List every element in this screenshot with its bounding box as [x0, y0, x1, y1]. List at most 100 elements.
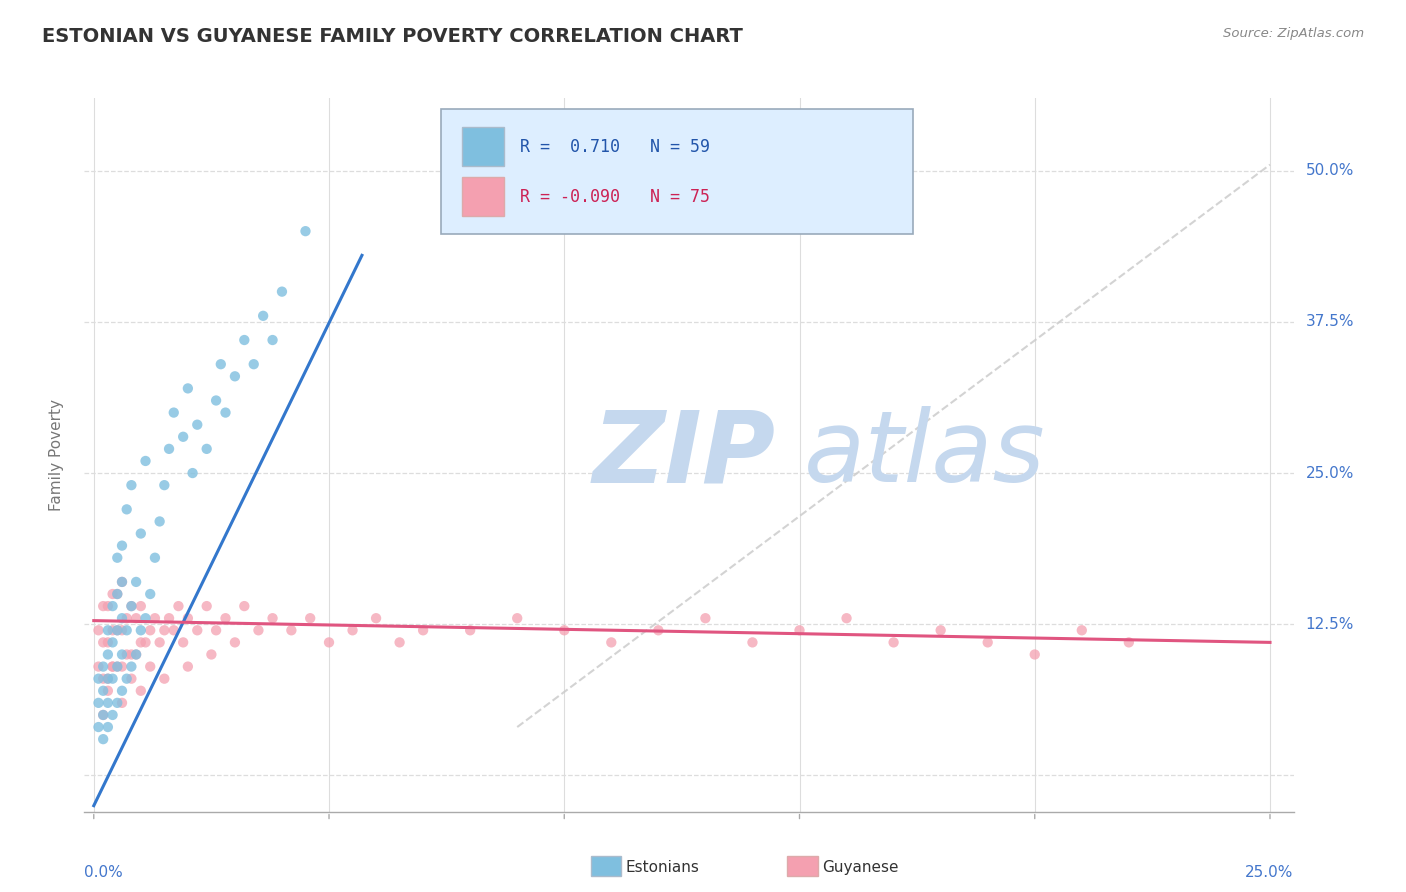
Point: [120, 648, 142, 662]
Point: [195, 599, 218, 613]
Point: [87, 672, 110, 686]
Point: [294, 224, 316, 238]
Point: [177, 611, 200, 625]
Point: [111, 624, 134, 638]
Point: [105, 587, 128, 601]
Point: [101, 708, 124, 723]
Point: [224, 635, 246, 649]
Point: [101, 659, 124, 673]
Point: [101, 672, 124, 686]
Point: [125, 648, 148, 662]
Point: [105, 550, 128, 565]
Point: [214, 611, 236, 625]
Point: [125, 574, 148, 589]
Point: [139, 659, 162, 673]
Point: [143, 550, 166, 565]
Point: [262, 333, 284, 347]
Point: [97, 648, 120, 662]
Point: [412, 624, 434, 638]
Point: [186, 624, 208, 638]
Point: [115, 611, 138, 625]
Point: [111, 539, 134, 553]
Point: [143, 611, 166, 625]
Point: [209, 357, 232, 371]
Point: [789, 624, 811, 638]
Point: [1024, 648, 1046, 662]
Point: [101, 599, 124, 613]
Point: [115, 624, 138, 638]
Point: [115, 672, 138, 686]
Point: [105, 624, 128, 638]
Point: [91, 683, 114, 698]
Point: [135, 635, 157, 649]
Point: [105, 624, 128, 638]
Bar: [461, 177, 503, 216]
Point: [135, 611, 157, 625]
Point: [120, 659, 142, 673]
Point: [120, 478, 142, 492]
Text: 25.0%: 25.0%: [1306, 466, 1354, 481]
Point: [91, 659, 114, 673]
Point: [129, 599, 152, 613]
Point: [101, 659, 124, 673]
Point: [97, 635, 120, 649]
Point: [120, 599, 142, 613]
Y-axis label: Family Poverty: Family Poverty: [49, 399, 63, 511]
Point: [741, 635, 763, 649]
Point: [153, 624, 176, 638]
Point: [177, 381, 200, 395]
Point: [1070, 624, 1092, 638]
Point: [105, 659, 128, 673]
Point: [125, 648, 148, 662]
Text: 37.5%: 37.5%: [1306, 314, 1354, 329]
Point: [163, 406, 186, 420]
Point: [195, 442, 218, 456]
Text: 50.0%: 50.0%: [1306, 163, 1354, 178]
Point: [506, 611, 529, 625]
Point: [105, 659, 128, 673]
Point: [101, 635, 124, 649]
Point: [458, 624, 481, 638]
Text: ZIP: ZIP: [592, 407, 775, 503]
Point: [252, 309, 274, 323]
Point: [87, 624, 110, 638]
Point: [318, 635, 340, 649]
Point: [280, 624, 302, 638]
Point: [97, 720, 120, 734]
Point: [97, 599, 120, 613]
Point: [929, 624, 952, 638]
Point: [342, 624, 364, 638]
Point: [111, 574, 134, 589]
Text: 25.0%: 25.0%: [1246, 865, 1294, 880]
Point: [553, 624, 575, 638]
Point: [299, 611, 322, 625]
Point: [105, 696, 128, 710]
Text: Source: ZipAtlas.com: Source: ZipAtlas.com: [1223, 27, 1364, 40]
Point: [111, 648, 134, 662]
Text: Guyanese: Guyanese: [823, 860, 898, 874]
Point: [271, 285, 294, 299]
Text: ESTONIAN VS GUYANESE FAMILY POVERTY CORRELATION CHART: ESTONIAN VS GUYANESE FAMILY POVERTY CORR…: [42, 27, 742, 45]
Point: [97, 696, 120, 710]
Point: [157, 442, 180, 456]
Point: [120, 672, 142, 686]
Point: [97, 672, 120, 686]
Point: [695, 611, 717, 625]
Point: [600, 635, 623, 649]
Point: [91, 635, 114, 649]
Point: [388, 635, 411, 649]
Point: [97, 683, 120, 698]
Point: [172, 635, 194, 649]
Point: [214, 406, 236, 420]
Point: [91, 672, 114, 686]
Point: [129, 526, 152, 541]
Point: [97, 624, 120, 638]
Point: [129, 683, 152, 698]
Point: [105, 587, 128, 601]
Point: [87, 696, 110, 710]
Point: [233, 333, 256, 347]
Point: [835, 611, 858, 625]
Point: [115, 648, 138, 662]
Point: [91, 708, 114, 723]
Point: [91, 732, 114, 747]
